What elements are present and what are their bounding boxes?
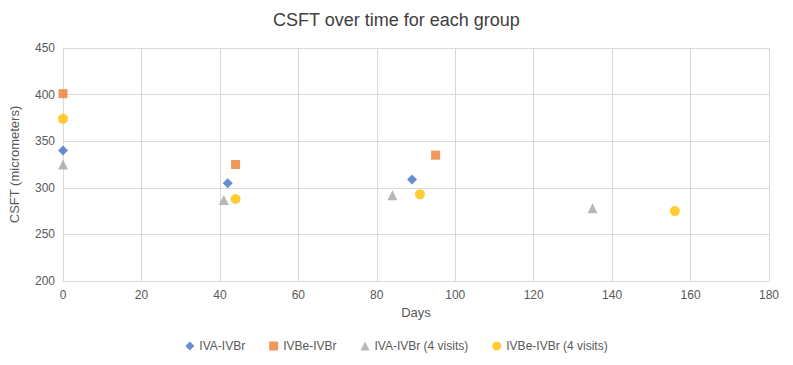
svg-text:CSFT (micrometers): CSFT (micrometers)	[7, 106, 22, 223]
svg-text:180: 180	[759, 288, 779, 302]
svg-text:300: 300	[35, 181, 55, 195]
svg-text:40: 40	[213, 288, 227, 302]
svg-text:IVA-IVBr: IVA-IVBr	[199, 339, 245, 353]
svg-text:80: 80	[370, 288, 384, 302]
svg-text:0: 0	[60, 288, 67, 302]
svg-text:140: 140	[602, 288, 622, 302]
svg-text:250: 250	[35, 227, 55, 241]
svg-text:120: 120	[524, 288, 544, 302]
svg-text:IVBe-IVBr (4 visits): IVBe-IVBr (4 visits)	[506, 339, 607, 353]
svg-text:IVA-IVBr (4 visits): IVA-IVBr (4 visits)	[375, 339, 469, 353]
svg-text:160: 160	[681, 288, 701, 302]
svg-text:CSFT over time for each group: CSFT over time for each group	[273, 10, 520, 30]
svg-text:60: 60	[292, 288, 306, 302]
svg-text:20: 20	[135, 288, 149, 302]
svg-text:100: 100	[445, 288, 465, 302]
svg-text:450: 450	[35, 41, 55, 55]
svg-text:400: 400	[35, 88, 55, 102]
svg-text:Days: Days	[401, 305, 431, 320]
svg-text:IVBe-IVBr: IVBe-IVBr	[283, 339, 336, 353]
svg-text:200: 200	[35, 274, 55, 288]
svg-text:350: 350	[35, 134, 55, 148]
